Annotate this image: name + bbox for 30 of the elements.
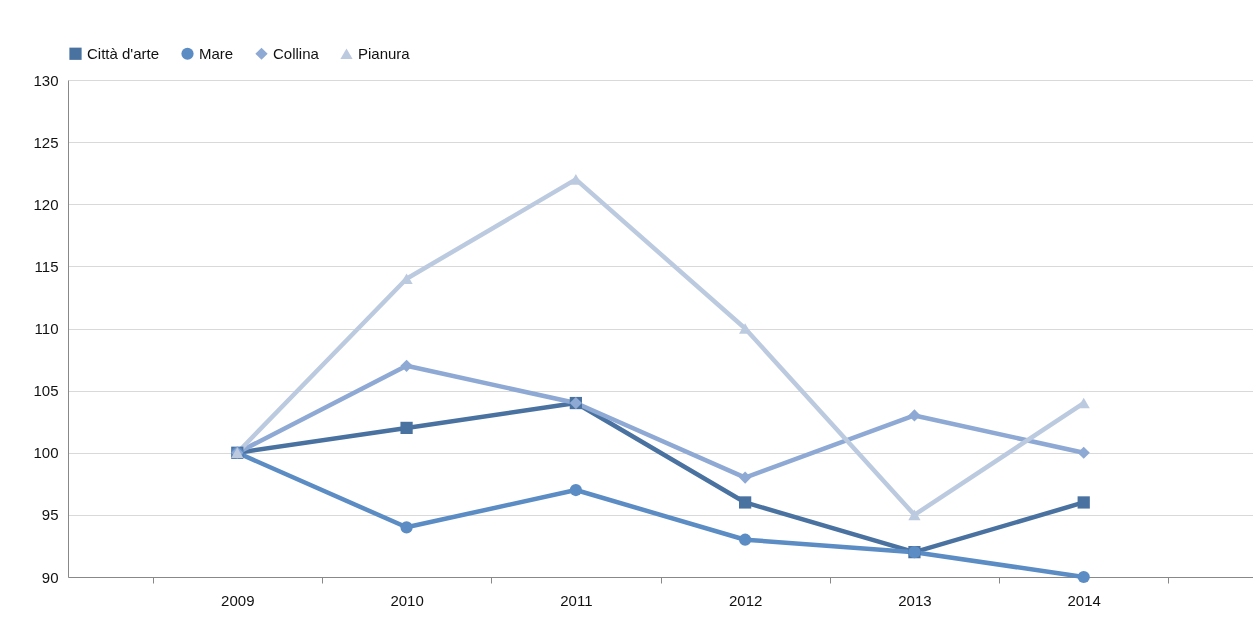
x-tick-label: 2012 bbox=[728, 591, 763, 609]
y-tick-label: 110 bbox=[34, 320, 59, 337]
y-tick-label: 130 bbox=[33, 71, 59, 89]
x-tick-label: 2010 bbox=[390, 591, 424, 609]
point bbox=[739, 496, 752, 509]
point bbox=[569, 483, 582, 497]
x-tick-label: 2011 bbox=[560, 591, 593, 609]
y-tick-label: 105 bbox=[33, 382, 59, 400]
x-tick-label: 2014 bbox=[1067, 591, 1101, 609]
y-tick-label: 90 bbox=[41, 568, 59, 586]
legend-label: Collina bbox=[273, 44, 320, 62]
point bbox=[908, 409, 921, 422]
y-tick-label: 100 bbox=[33, 444, 59, 462]
point bbox=[739, 471, 752, 484]
point bbox=[400, 421, 413, 435]
point bbox=[1077, 496, 1090, 509]
point bbox=[1077, 570, 1090, 584]
point bbox=[739, 533, 752, 546]
point bbox=[400, 359, 413, 372]
point bbox=[908, 509, 921, 521]
x-tick-label: 2013 bbox=[898, 591, 932, 609]
y-tick-label: 95 bbox=[41, 506, 59, 524]
y-tick-label: 115 bbox=[34, 257, 59, 275]
legend-label: Città d'arte bbox=[87, 44, 160, 62]
legend-label: Pianura bbox=[358, 44, 411, 62]
y-tick-label: 120 bbox=[33, 195, 59, 213]
x-tick-label: 2009 bbox=[221, 591, 255, 609]
legend-label: Mare bbox=[199, 44, 234, 62]
y-tick-label: 125 bbox=[33, 133, 59, 151]
point bbox=[400, 521, 413, 534]
